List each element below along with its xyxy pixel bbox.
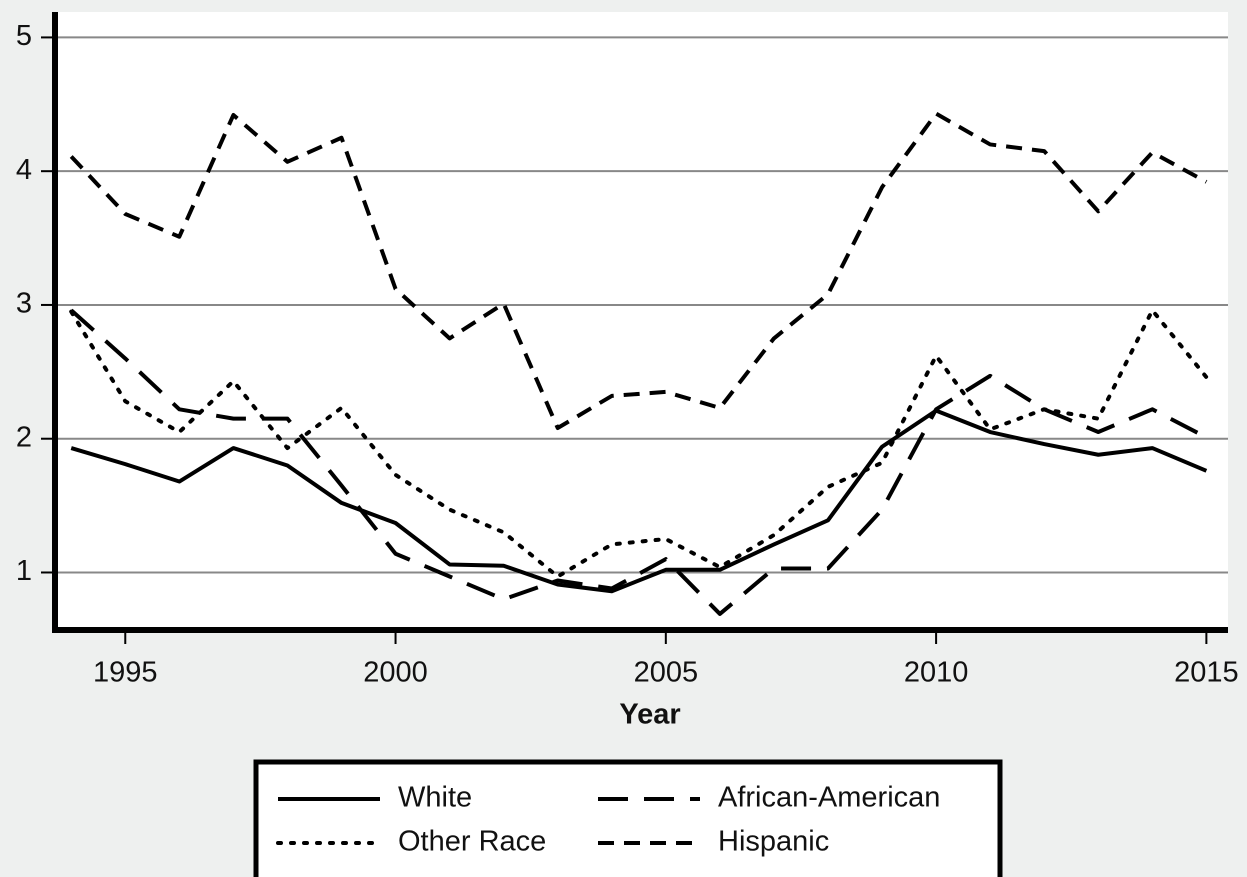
series-line — [69, 308, 1208, 616]
series-line — [69, 111, 1208, 431]
y-tick-label: 1 — [16, 555, 32, 587]
x-tick-label: 2005 — [634, 657, 699, 689]
x-axis-title: Year — [619, 699, 680, 731]
y-tick-label: 3 — [16, 288, 32, 320]
legend-entries: White African-American Other Race Hispanic — [276, 782, 940, 858]
legend-label: Other Race — [398, 826, 546, 858]
y-tick-label: 5 — [16, 20, 32, 52]
plot-area — [55, 12, 1228, 630]
y-tick-label: 4 — [16, 154, 32, 186]
y-tick-label: 2 — [16, 421, 32, 453]
x-tick-label: 2000 — [363, 657, 428, 689]
x-tick-label: 2010 — [904, 657, 969, 689]
x-tick-label: 1995 — [93, 657, 158, 689]
lines — [69, 111, 1209, 616]
legend — [253, 759, 1003, 877]
legend-label: Hispanic — [718, 826, 829, 858]
legend-label: African-American — [718, 782, 940, 814]
x-tick-label: 2015 — [1174, 657, 1239, 689]
series-line — [70, 408, 1208, 594]
grid — [55, 36, 1228, 574]
legend-label: White — [398, 782, 472, 814]
series-line — [69, 308, 1209, 579]
